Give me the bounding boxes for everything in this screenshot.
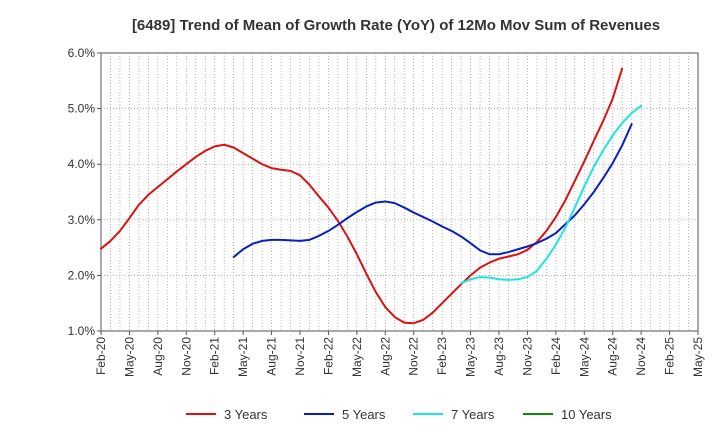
x-tick-label: May-21 <box>236 337 250 377</box>
y-tick-label: 2.0% <box>68 268 96 282</box>
legend-label: 7 Years <box>451 407 495 422</box>
y-tick-label: 3.0% <box>68 213 96 227</box>
y-tick-label: 5.0% <box>68 102 96 116</box>
y-tick-label: 4.0% <box>68 157 96 171</box>
legend-label: 5 Years <box>342 407 386 422</box>
x-tick-label: May-24 <box>577 337 591 377</box>
x-tick-label: Feb-25 <box>663 337 677 375</box>
y-tick-label: 1.0% <box>68 324 96 338</box>
x-tick-label: Feb-24 <box>549 337 563 375</box>
x-tick-label: Aug-24 <box>606 337 620 376</box>
legend: 3 Years 5 Years 7 Years 10 Years <box>186 407 612 422</box>
x-tick-label: Nov-24 <box>634 337 648 376</box>
x-tick-label: Aug-22 <box>378 337 392 376</box>
legend-label: 3 Years <box>224 407 268 422</box>
x-tick-label: May-22 <box>350 337 364 377</box>
plot-frame <box>100 52 699 332</box>
x-tick-label: Feb-22 <box>321 337 335 375</box>
series-lines <box>100 67 643 325</box>
y-tick-label: 6.0% <box>68 46 96 60</box>
x-tick-label: Aug-20 <box>151 337 165 376</box>
x-tick-label: Feb-23 <box>435 337 449 375</box>
x-tick-label: Feb-21 <box>208 337 222 375</box>
x-tick-label: Nov-21 <box>293 337 307 376</box>
x-tick-label: Aug-21 <box>265 337 279 376</box>
chart-title: [6489] Trend of Mean of Growth Rate (YoY… <box>132 17 660 34</box>
x-tick-label: Nov-23 <box>520 337 534 376</box>
grid <box>101 53 698 331</box>
x-tick-label: Nov-22 <box>407 337 421 376</box>
x-tick-labels: Feb-20 May-20 Aug-20 Nov-20 Feb-21 May-21 Aug-… <box>94 331 705 377</box>
legend-label: 10 Years <box>561 407 612 422</box>
x-tick-label: May-23 <box>464 337 478 377</box>
x-tick-label: Aug-23 <box>492 337 506 376</box>
series-line-5-years <box>232 123 633 259</box>
x-tick-label: May-25 <box>691 337 705 377</box>
y-tick-labels: 1.0% 2.0% 3.0% 4.0% 5.0% 6.0% <box>68 46 101 338</box>
x-tick-label: May-20 <box>122 337 136 377</box>
series-line-7-years <box>460 104 643 285</box>
series-line-3-years <box>100 67 624 325</box>
x-tick-label: Feb-20 <box>94 337 108 375</box>
x-tick-label: Nov-20 <box>179 337 193 376</box>
axes <box>100 52 699 332</box>
